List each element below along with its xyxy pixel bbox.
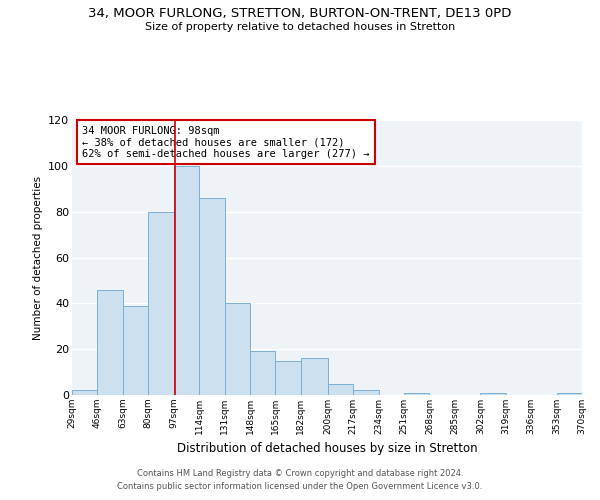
Bar xyxy=(174,166,199,395)
Bar xyxy=(328,384,353,395)
Text: 34 MOOR FURLONG: 98sqm
← 38% of detached houses are smaller (172)
62% of semi-de: 34 MOOR FURLONG: 98sqm ← 38% of detached… xyxy=(82,126,370,158)
Bar xyxy=(557,392,582,395)
Bar xyxy=(199,198,224,395)
Bar xyxy=(123,306,148,395)
Bar xyxy=(224,304,250,395)
Y-axis label: Number of detached properties: Number of detached properties xyxy=(32,176,43,340)
Bar xyxy=(148,212,174,395)
Text: Contains public sector information licensed under the Open Government Licence v3: Contains public sector information licen… xyxy=(118,482,482,491)
X-axis label: Distribution of detached houses by size in Stretton: Distribution of detached houses by size … xyxy=(176,442,478,456)
Text: Size of property relative to detached houses in Stretton: Size of property relative to detached ho… xyxy=(145,22,455,32)
Bar xyxy=(353,390,379,395)
Text: Contains HM Land Registry data © Crown copyright and database right 2024.: Contains HM Land Registry data © Crown c… xyxy=(137,468,463,477)
Bar xyxy=(301,358,328,395)
Bar xyxy=(97,290,123,395)
Bar xyxy=(480,392,506,395)
Bar xyxy=(275,360,301,395)
Text: 34, MOOR FURLONG, STRETTON, BURTON-ON-TRENT, DE13 0PD: 34, MOOR FURLONG, STRETTON, BURTON-ON-TR… xyxy=(88,8,512,20)
Bar xyxy=(250,352,275,395)
Bar xyxy=(72,390,97,395)
Bar xyxy=(404,392,430,395)
